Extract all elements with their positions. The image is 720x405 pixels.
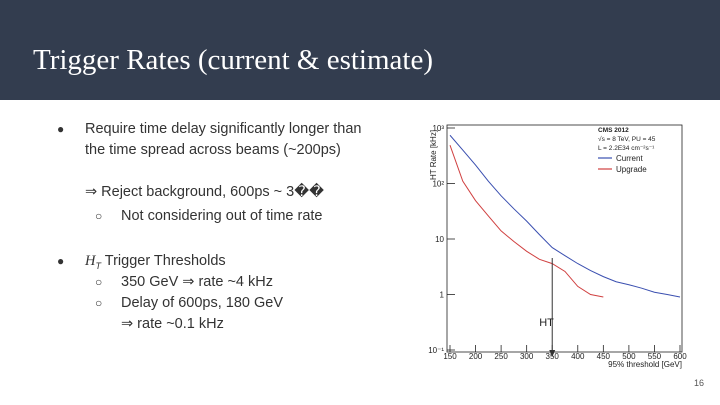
sub-bullet-continuation: ⇒ rate ~0.1 kHz (121, 316, 224, 332)
legend-label: Upgrade (616, 165, 647, 174)
bullet: ● (57, 122, 65, 136)
marker-label: HT (539, 317, 554, 329)
y-axis-label: HT Rate [kHz] (429, 130, 438, 180)
marker-arrowhead (549, 350, 556, 357)
text: Trigger Thresholds (104, 253, 226, 269)
y-tick-label: 10³ (432, 124, 444, 133)
x-tick-label: 150 (443, 352, 457, 361)
sub-bullet: ○ (95, 275, 103, 289)
sub-bullet-text: Not considering out of time rate (121, 208, 323, 224)
x-tick-label: 550 (648, 352, 662, 361)
subscript: T (95, 260, 101, 271)
legend-label: Current (616, 154, 643, 163)
x-axis-label: 95% threshold [GeV] (608, 360, 682, 369)
series-line (449, 145, 604, 298)
sub-bullet: ○ (95, 209, 103, 223)
y-tick-label: 10² (432, 180, 444, 189)
bullet: ● (57, 254, 65, 268)
x-tick-label: 300 (520, 352, 534, 361)
x-tick-label: 600 (673, 352, 687, 361)
x-tick-label: 250 (494, 352, 508, 361)
bullet-text: Require time delay significantly longer … (85, 121, 362, 158)
x-tick-label: 400 (571, 352, 585, 361)
bullet-continuation: ⇒ Reject background, 600ps ~ 3�� (85, 184, 324, 200)
sub-bullet-text: Delay of 600ps, 180 GeV (121, 295, 284, 311)
y-tick-label: 10 (435, 235, 444, 244)
legend-annotation: L = 2.2E34 cm⁻²s⁻¹ (598, 145, 655, 152)
x-tick-label: 200 (469, 352, 483, 361)
page-number: 16 (693, 378, 704, 388)
bullet-text: HT Trigger Thresholds (85, 251, 226, 277)
sub-bullet-text: 350 GeV ⇒ rate ~4 kHz (121, 274, 273, 290)
legend-annotation: √s = 8 TeV, PU = 45 (598, 135, 656, 143)
y-tick-label: 1 (440, 291, 445, 300)
sub-bullet: ○ (95, 296, 103, 310)
chart: HT Rate [kHz] 95% threshold [GeV] 10⁻¹ 1 1… (428, 124, 687, 369)
x-tick-label: 350 (546, 352, 560, 361)
symbol: H (85, 253, 96, 269)
plot-frame (446, 124, 683, 353)
series-line (449, 134, 681, 298)
x-tick-label: 450 (597, 352, 611, 361)
x-tick-label: 500 (622, 352, 636, 361)
y-tick-label: 10⁻¹ (428, 346, 444, 355)
slide-title: Trigger Rates (current & estimate) (33, 44, 433, 76)
legend-annotation: CMS 2012 (598, 127, 629, 134)
header (0, 0, 720, 100)
